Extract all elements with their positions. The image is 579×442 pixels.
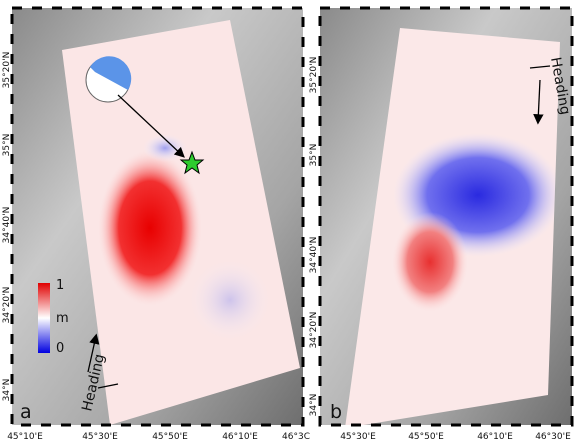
x-tick-label: 46°10'E [222,432,258,442]
colorbar-unit: m [56,311,69,326]
y-tick-label: 34°40'N [2,207,12,244]
subsidence [190,260,270,340]
x-tick-label: 45°30'E [82,432,118,442]
colorbar-max: 1 [56,278,64,293]
subsidence [143,134,187,162]
y-tick-label: 34°N [2,379,12,402]
figure: 1 m 0 Heading a Heading b 45°10'E 45°30'E… [0,0,579,442]
x-tick-label: 45°10'E [7,432,43,442]
panel-a: 1 m 0 Heading a [12,8,303,425]
x-tick-label: 46°10'E [477,432,513,442]
x-tick-label: 45°50'E [408,432,444,442]
y-tick-label: 35°20'N [2,52,12,89]
y-tick-label: 35°N [2,134,12,157]
uplift [98,150,202,306]
y-tick-label: 35°20'N [309,57,319,94]
x-tick-label: 46°30'E [535,432,571,442]
colorbar [38,283,50,353]
x-tick-label: 45°30'E [340,432,376,442]
panel-letter: a [20,401,32,423]
y-tick-label: 35°N [309,144,319,167]
colorbar-min: 0 [56,341,64,356]
panel-letter: b [330,401,342,423]
y-tick-label: 34°20'N [2,287,12,324]
x-tick-label: 45°50'E [152,432,188,442]
uplift [392,212,468,312]
x-tick-label: 46°3C [282,432,310,442]
y-tick-label: 34°40'N [309,237,319,274]
y-tick-label: 34°N [309,394,319,417]
y-tick-label: 34°20'N [309,312,319,349]
panel-b: Heading b [320,8,573,428]
